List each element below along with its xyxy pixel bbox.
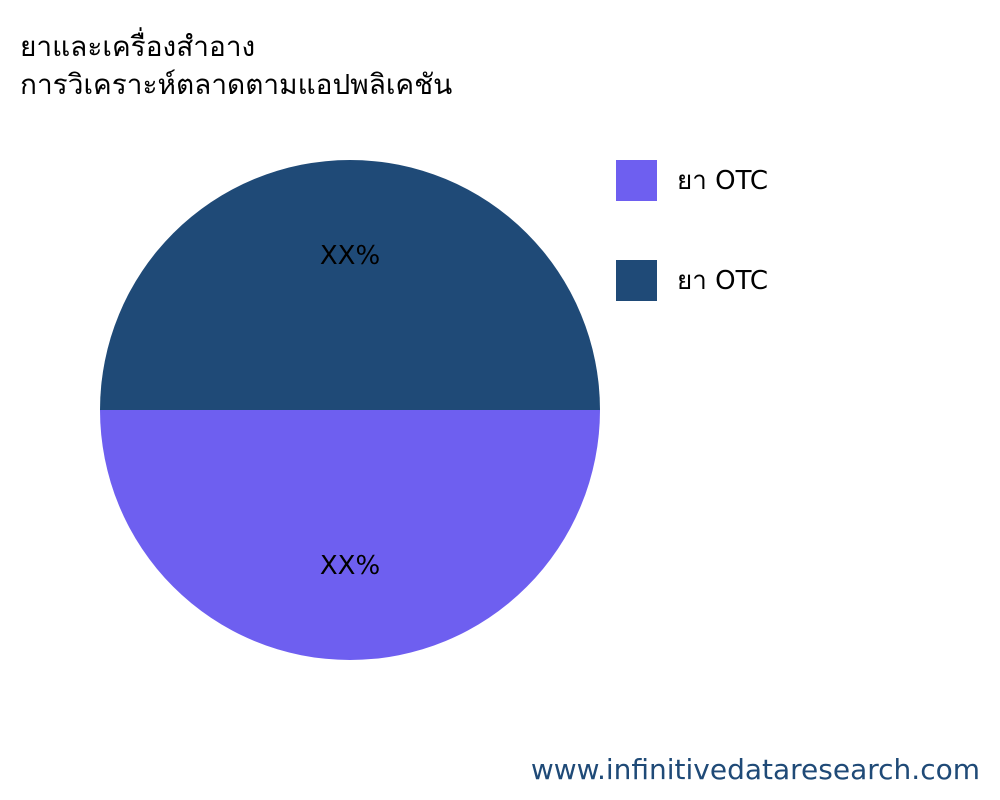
legend-item-2[interactable]: ยา OTC xyxy=(616,260,768,301)
legend-label-2: ยา OTC xyxy=(677,266,769,296)
footer-website[interactable]: www.infinitivedataresearch.com xyxy=(530,753,980,786)
chart-title: ยาและเครื่องสำอาง การวิเคราะห์ตลาดตามแอป… xyxy=(20,28,452,104)
pie-slice-1[interactable] xyxy=(100,410,600,660)
pie-data-label-1: XX% xyxy=(320,551,380,581)
legend-swatch-1 xyxy=(616,160,657,201)
legend-swatch-2 xyxy=(616,260,657,301)
legend-label-1: ยา OTC xyxy=(677,166,769,196)
chart-title-line-1: ยาและเครื่องสำอาง xyxy=(20,30,256,63)
pie-data-label-2: XX% xyxy=(320,241,380,271)
legend-item-1[interactable]: ยา OTC xyxy=(616,160,768,201)
pie-slice-2[interactable] xyxy=(100,160,600,410)
chart-title-line-2: การวิเคราะห์ตลาดตามแอปพลิเคชัน xyxy=(20,68,453,101)
